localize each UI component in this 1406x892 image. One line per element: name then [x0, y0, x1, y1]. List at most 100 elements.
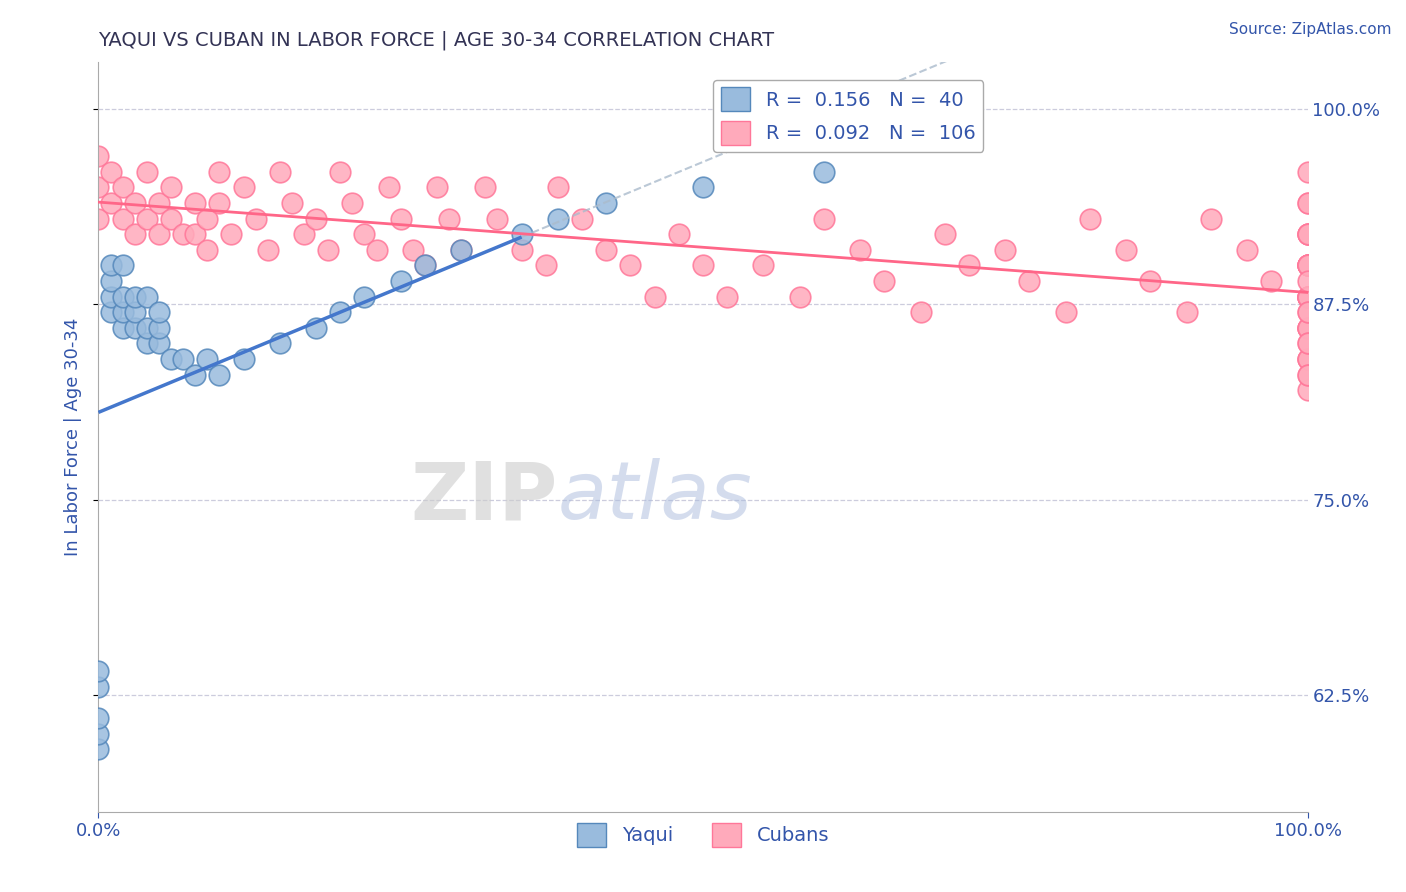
Point — [124, 196, 146, 211]
Point — [256, 243, 278, 257]
Point — [547, 211, 569, 226]
Point — [1139, 274, 1161, 288]
Point — [716, 289, 738, 303]
Point — [353, 289, 375, 303]
Point — [329, 305, 352, 319]
Point — [1296, 289, 1319, 303]
Point — [184, 196, 207, 211]
Point — [87, 211, 110, 226]
Point — [413, 258, 436, 272]
Point — [413, 258, 436, 272]
Point — [232, 180, 254, 194]
Point — [910, 305, 932, 319]
Point — [1296, 227, 1319, 241]
Point — [389, 211, 412, 226]
Point — [292, 227, 315, 241]
Point — [389, 274, 412, 288]
Point — [208, 196, 231, 211]
Point — [1236, 243, 1258, 257]
Point — [1296, 289, 1319, 303]
Point — [160, 211, 183, 226]
Point — [184, 227, 207, 241]
Point — [195, 243, 218, 257]
Point — [87, 149, 110, 163]
Point — [1296, 227, 1319, 241]
Point — [100, 164, 122, 178]
Point — [1296, 305, 1319, 319]
Point — [1260, 274, 1282, 288]
Point — [426, 180, 449, 194]
Point — [208, 368, 231, 382]
Text: ZIP: ZIP — [411, 458, 558, 536]
Point — [510, 243, 533, 257]
Point — [135, 211, 157, 226]
Point — [1296, 258, 1319, 272]
Point — [510, 227, 533, 241]
Point — [957, 258, 980, 272]
Point — [111, 258, 134, 272]
Point — [1296, 384, 1319, 398]
Point — [1296, 289, 1319, 303]
Point — [1296, 196, 1319, 211]
Point — [87, 727, 110, 741]
Point — [148, 320, 170, 334]
Point — [1296, 227, 1319, 241]
Point — [1115, 243, 1137, 257]
Point — [1296, 320, 1319, 334]
Point — [316, 243, 339, 257]
Point — [100, 305, 122, 319]
Point — [100, 258, 122, 272]
Point — [789, 289, 811, 303]
Point — [87, 664, 110, 679]
Point — [111, 305, 134, 319]
Point — [619, 258, 641, 272]
Point — [160, 351, 183, 366]
Point — [1018, 274, 1040, 288]
Point — [1199, 211, 1222, 226]
Point — [232, 351, 254, 366]
Point — [486, 211, 509, 226]
Legend: Yaqui, Cubans: Yaqui, Cubans — [569, 815, 837, 855]
Point — [87, 742, 110, 756]
Point — [353, 227, 375, 241]
Point — [269, 336, 291, 351]
Point — [595, 196, 617, 211]
Point — [124, 289, 146, 303]
Point — [111, 320, 134, 334]
Point — [1296, 164, 1319, 178]
Point — [1296, 320, 1319, 334]
Point — [849, 243, 872, 257]
Point — [172, 227, 194, 241]
Point — [195, 211, 218, 226]
Point — [111, 180, 134, 194]
Point — [1296, 320, 1319, 334]
Text: atlas: atlas — [558, 458, 752, 536]
Point — [342, 196, 364, 211]
Point — [873, 274, 896, 288]
Point — [1296, 274, 1319, 288]
Point — [305, 211, 328, 226]
Point — [474, 180, 496, 194]
Point — [813, 211, 835, 226]
Point — [208, 164, 231, 178]
Point — [692, 180, 714, 194]
Point — [329, 164, 352, 178]
Text: Source: ZipAtlas.com: Source: ZipAtlas.com — [1229, 22, 1392, 37]
Point — [644, 289, 666, 303]
Point — [87, 711, 110, 725]
Point — [668, 227, 690, 241]
Point — [148, 196, 170, 211]
Point — [1296, 336, 1319, 351]
Point — [135, 164, 157, 178]
Point — [1296, 320, 1319, 334]
Point — [124, 305, 146, 319]
Point — [148, 227, 170, 241]
Point — [534, 258, 557, 272]
Point — [1078, 211, 1101, 226]
Point — [994, 243, 1017, 257]
Point — [1296, 336, 1319, 351]
Point — [281, 196, 304, 211]
Point — [1296, 305, 1319, 319]
Point — [221, 227, 243, 241]
Point — [1296, 351, 1319, 366]
